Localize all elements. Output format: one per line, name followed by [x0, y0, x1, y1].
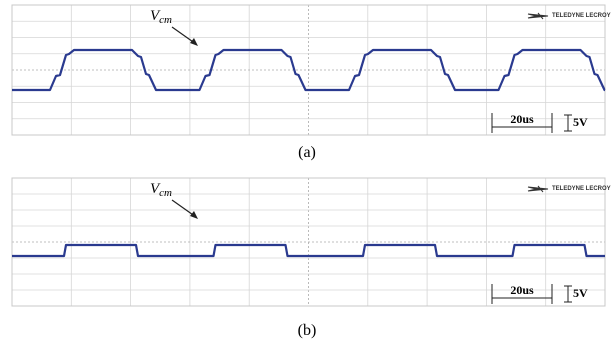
panel-caption: (b): [298, 322, 317, 339]
logo: TELEDYNE LECROY: [552, 13, 611, 19]
arrow-head: [190, 211, 198, 219]
trace-label-sub: cm: [159, 14, 172, 26]
figure: Vcm TELEDYNE LECROY 20us 5V (a) Vcm TELEDYNE L…: [0, 0, 615, 348]
panel-caption: (a): [298, 144, 316, 161]
logo-icon: [528, 186, 548, 192]
trace-label: Vcm: [150, 8, 172, 26]
trace-label-sub: cm: [159, 187, 172, 199]
scope-panel: Vcm TELEDYNE LECROY 20us 5V: [12, 178, 611, 306]
volt-scale: 5V: [573, 115, 588, 129]
logo-icon: [528, 13, 548, 19]
scope-panel: Vcm TELEDYNE LECROY 20us 5V: [12, 5, 611, 135]
time-scale: 20us: [510, 112, 534, 126]
arrow-head: [190, 38, 198, 46]
volt-scale: 5V: [573, 286, 588, 300]
time-scale: 20us: [510, 283, 534, 297]
logo: TELEDYNE LECROY: [552, 186, 611, 192]
trace-label: Vcm: [150, 181, 172, 199]
